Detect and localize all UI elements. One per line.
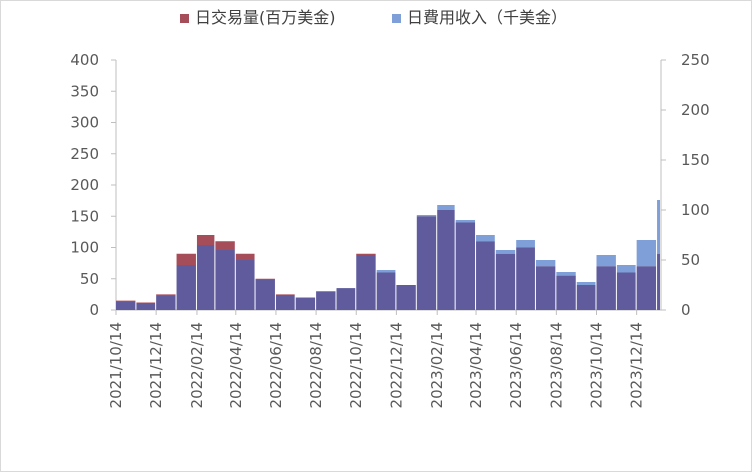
bar-fee <box>616 265 636 273</box>
y-left-tick-label: 350 <box>70 82 99 100</box>
bar-fee <box>556 272 576 276</box>
x-tick-label: 2022/12/14 <box>387 322 405 408</box>
y-left-tick-label: 200 <box>70 176 99 194</box>
x-tick-label: 2023/06/14 <box>507 322 525 408</box>
y-right-tick-label: 200 <box>681 101 710 119</box>
bar-overlap <box>376 272 396 310</box>
bar-volume <box>196 235 215 245</box>
bar-volume <box>275 294 295 295</box>
bar-overlap <box>295 298 316 310</box>
bar-overlap <box>657 253 660 310</box>
bar-overlap <box>636 266 657 310</box>
bar-overlap <box>616 272 636 310</box>
x-tick-label: 2022/02/14 <box>188 322 206 408</box>
y-left-tick-label: 400 <box>70 51 99 69</box>
bar-overlap <box>235 260 255 310</box>
x-tick-label: 2022/10/14 <box>347 322 365 408</box>
bar-fee <box>495 250 516 254</box>
bar-overlap <box>255 280 275 310</box>
bar-overlap <box>437 210 455 310</box>
bar-overlap <box>176 265 196 310</box>
y-right-tick-label: 250 <box>681 51 710 69</box>
bar-overlap <box>535 266 556 310</box>
bar-volume <box>356 253 376 255</box>
x-tick-label: 2021/10/14 <box>107 322 125 408</box>
bar-volume <box>295 297 316 298</box>
legend-swatch-volume <box>180 14 189 23</box>
bar-fee <box>596 255 616 267</box>
bar-overlap <box>576 285 596 310</box>
bar-overlap <box>336 288 356 310</box>
bar-overlap <box>116 302 136 310</box>
bar-fee <box>636 240 657 267</box>
x-tick-label: 2022/08/14 <box>307 322 325 408</box>
x-tick-label: 2023/04/14 <box>467 322 485 408</box>
bar-overlap <box>316 292 336 310</box>
x-tick-label: 2023/12/14 <box>628 322 646 408</box>
bar-overlap <box>136 303 156 310</box>
legend-label-volume: 日交易量(百万美金) <box>195 8 336 27</box>
bar-overlap <box>215 250 235 310</box>
bar-volume <box>255 278 275 280</box>
bar-fee <box>657 200 660 254</box>
bar-volume <box>116 300 136 302</box>
bar-fee <box>576 282 596 285</box>
bar-volume <box>136 302 156 303</box>
y-left-tick-label: 150 <box>70 207 99 225</box>
bar-volume <box>156 294 176 296</box>
y-right-tick-label: 50 <box>681 251 700 269</box>
bar-overlap <box>455 222 476 310</box>
y-left-tick-label: 50 <box>80 270 99 288</box>
legend-swatch-fee <box>392 14 401 23</box>
bar-volume <box>176 253 196 265</box>
bar-volume <box>215 241 235 250</box>
bar-overlap <box>275 295 295 310</box>
bar-overlap <box>476 241 495 310</box>
bar-overlap <box>596 266 616 310</box>
y-right-tick-label: 0 <box>681 301 691 319</box>
y-left-tick-label: 100 <box>70 239 99 257</box>
bar-fee <box>516 240 535 248</box>
y-left-tick-label: 300 <box>70 114 99 132</box>
bar-fee <box>476 235 495 242</box>
y-left-tick-label: 0 <box>89 301 99 319</box>
bar-overlap <box>356 255 376 310</box>
y-right-tick-label: 150 <box>681 151 710 169</box>
bar-overlap <box>196 245 215 310</box>
legend-label-fee: 日費用收入（千美金） <box>407 8 567 27</box>
bar-volume <box>316 291 336 292</box>
x-tick-label: 2022/06/14 <box>267 322 285 408</box>
x-tick-label: 2023/08/14 <box>547 322 565 408</box>
bar-overlap <box>516 247 535 310</box>
x-tick-label: 2023/10/14 <box>587 322 605 408</box>
bar-overlap <box>556 275 576 310</box>
bar-fee <box>535 260 556 267</box>
bar-volume <box>235 253 255 260</box>
x-tick-label: 2021/12/14 <box>147 322 165 408</box>
bar-fee <box>437 205 455 210</box>
x-tick-label: 2022/04/14 <box>227 322 245 408</box>
bar-overlap <box>156 296 176 310</box>
x-tick-label: 2023/02/14 <box>428 322 446 408</box>
bar-fee <box>376 270 396 273</box>
bar-fee <box>455 220 476 223</box>
bar-overlap <box>495 253 516 310</box>
bar-fee <box>416 215 437 217</box>
y-left-tick-label: 250 <box>70 145 99 163</box>
y-right-tick-label: 100 <box>681 201 710 219</box>
bar-overlap <box>416 216 437 310</box>
bar-overlap <box>396 285 416 310</box>
